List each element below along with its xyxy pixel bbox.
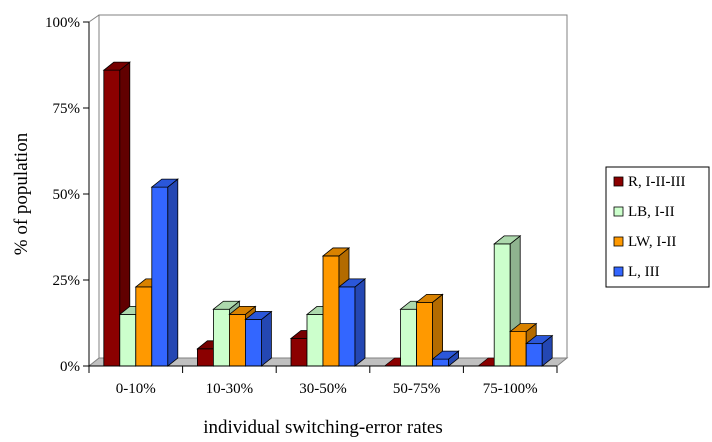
y-tick-label: 50% xyxy=(53,187,81,203)
bar-top xyxy=(509,323,538,333)
legend-item: LW, I-II xyxy=(613,234,676,250)
legend: R, I-II-III LB, I-II LW, I-II L, III xyxy=(613,174,685,280)
x-tick-label: 50-75% xyxy=(393,381,441,397)
bar-top xyxy=(244,311,273,320)
bar-front xyxy=(416,301,434,367)
bar-front xyxy=(244,319,262,367)
bar xyxy=(102,61,131,367)
legend-swatch xyxy=(613,266,624,277)
bar-top xyxy=(321,247,351,257)
x-tick-label: 10-30% xyxy=(206,381,254,397)
x-tick-label: 75-100% xyxy=(483,381,538,397)
bar-front xyxy=(525,343,543,367)
bar xyxy=(244,310,273,367)
x-tick-label: 30-50% xyxy=(299,381,347,397)
bar-front xyxy=(432,358,450,367)
bar-front xyxy=(306,313,324,367)
bar-front xyxy=(196,348,214,367)
bar-side xyxy=(167,178,179,367)
bar-front xyxy=(493,243,511,367)
bar-front xyxy=(290,338,308,367)
bar-top xyxy=(337,278,367,288)
bar-top xyxy=(212,300,241,310)
bar-front xyxy=(400,308,418,367)
bar-front xyxy=(322,255,340,367)
x-ticks-group: 0-10% 10-30% 30-50% 50-75% 75-100% xyxy=(88,366,558,397)
y-tick-label: 100% xyxy=(45,15,80,31)
bar-top xyxy=(493,235,522,245)
bar-front xyxy=(228,313,246,367)
bar-top xyxy=(431,350,460,360)
y-axis-label: % of population xyxy=(11,132,32,255)
x-tick-label: 0-10% xyxy=(116,381,156,397)
bar-front xyxy=(509,331,527,367)
bar xyxy=(431,350,460,367)
bar-top xyxy=(102,61,131,71)
bar-front xyxy=(135,286,153,367)
bar-top xyxy=(415,293,444,303)
bar xyxy=(525,334,554,367)
bar-side xyxy=(260,310,272,367)
bar xyxy=(337,278,367,367)
legend-swatch xyxy=(613,206,624,217)
bars-group xyxy=(102,61,554,367)
legend-label: LW, I-II xyxy=(628,234,676,250)
legend-swatch xyxy=(613,176,624,187)
legend-label: R, I-II-III xyxy=(628,174,685,190)
bar-front xyxy=(151,186,169,367)
bar-top xyxy=(228,305,257,315)
bar-side xyxy=(354,278,366,367)
bar-front xyxy=(338,286,356,367)
bar xyxy=(150,178,179,367)
legend-item: R, I-II-III xyxy=(613,174,685,190)
bar-front xyxy=(119,313,137,367)
legend-swatch xyxy=(613,236,624,247)
bar-front xyxy=(212,308,230,367)
x-axis-label: individual switching-error rates xyxy=(203,417,443,438)
legend-item: L, III xyxy=(613,264,660,280)
legend-label: L, III xyxy=(628,264,660,280)
y-tick-label: 75% xyxy=(53,101,81,117)
bar-top xyxy=(525,335,554,345)
y-tick-label: 0% xyxy=(60,359,80,375)
legend-label: LB, I-II xyxy=(628,204,675,220)
legend-item: LB, I-II xyxy=(613,204,675,220)
bar-front xyxy=(103,69,121,367)
bar-top xyxy=(150,178,179,188)
bar xyxy=(415,293,444,367)
y-tick-label: 25% xyxy=(53,273,81,289)
y-ticks-group: 0% 25% 50% 75% 100% xyxy=(45,15,89,375)
plot-side-edge xyxy=(88,14,100,23)
